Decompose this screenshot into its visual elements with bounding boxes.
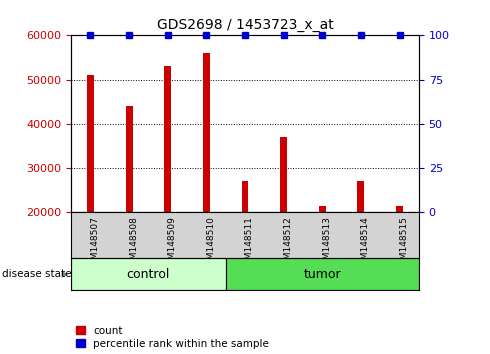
Bar — [358, 181, 365, 301]
Bar — [164, 66, 171, 301]
Text: GSM148508: GSM148508 — [129, 216, 138, 271]
Legend: count, percentile rank within the sample: count, percentile rank within the sample — [76, 326, 269, 349]
Text: tumor: tumor — [303, 268, 341, 281]
Text: GSM148512: GSM148512 — [284, 216, 293, 271]
Text: GSM148514: GSM148514 — [361, 216, 370, 271]
Text: GSM148511: GSM148511 — [245, 216, 254, 271]
Text: GSM148507: GSM148507 — [90, 216, 99, 271]
Title: GDS2698 / 1453723_x_at: GDS2698 / 1453723_x_at — [157, 18, 333, 32]
Bar — [125, 106, 132, 301]
Bar — [242, 181, 248, 301]
Bar — [280, 137, 287, 301]
Bar — [87, 75, 94, 301]
Text: disease state: disease state — [2, 269, 72, 279]
Text: control: control — [127, 268, 170, 281]
Text: GSM148513: GSM148513 — [322, 216, 331, 271]
Bar — [71, 258, 226, 290]
Text: GSM148509: GSM148509 — [168, 216, 177, 271]
Bar — [396, 206, 403, 301]
Text: GSM148515: GSM148515 — [400, 216, 409, 271]
Text: GSM148510: GSM148510 — [206, 216, 215, 271]
Bar — [226, 258, 419, 290]
Bar — [203, 53, 210, 301]
Bar — [319, 206, 326, 301]
